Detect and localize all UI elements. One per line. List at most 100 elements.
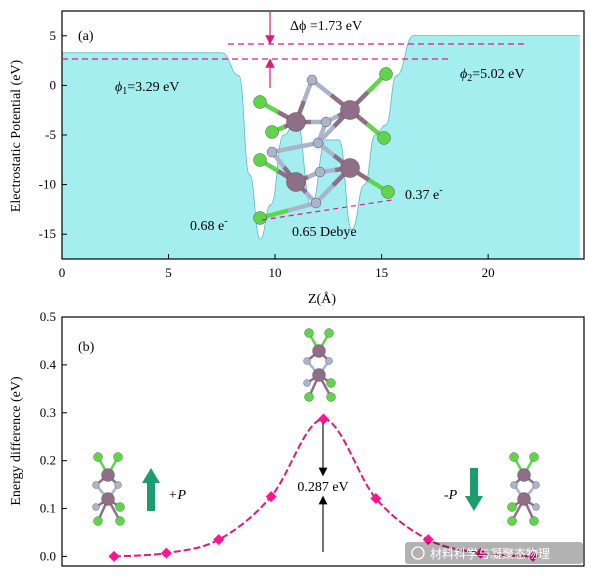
y-tick-label: 5 (50, 28, 57, 43)
panel-b: 0.0 0.1 0.2 0.3 0.4 0.5 (b) 0.287 eV +P -P En… (9, 309, 585, 567)
atom-heavy (340, 100, 360, 120)
energy-marker (213, 534, 225, 546)
dipole-dash-line (261, 199, 393, 221)
energy-marker (318, 413, 329, 425)
atom-light (310, 197, 322, 209)
y-tick-label: 0.1 (40, 501, 56, 516)
atom-halogen (115, 516, 125, 526)
y-tick-label: 0.3 (40, 405, 56, 420)
panel-b-frame (61, 316, 585, 567)
atom-halogen (379, 67, 393, 81)
plus-p-arrow-icon (142, 468, 160, 511)
atom-halogen (93, 452, 103, 462)
panel-b-ylabel: Energy difference (eV) (9, 376, 24, 506)
atom-heavy (101, 492, 115, 506)
molecule-small (303, 328, 336, 402)
y-tick-label: -5 (45, 127, 56, 142)
barrier-label: 0.287 eV (297, 480, 348, 495)
charge-right-label: 0.37 e- (405, 185, 443, 203)
atom-halogen (326, 392, 336, 402)
atom-light (312, 137, 324, 149)
atom-light (303, 379, 311, 387)
atom-halogen (529, 452, 539, 462)
dipole-label: 0.65 Debye (292, 225, 357, 240)
energy-marker (422, 534, 434, 546)
atom-halogen (113, 452, 123, 462)
atom-heavy (101, 468, 115, 482)
atom-light (314, 166, 326, 178)
wechat-icon (411, 546, 425, 560)
atom-halogen (115, 502, 125, 512)
atom-heavy (286, 172, 306, 192)
atom-light (92, 503, 100, 511)
atom-heavy (340, 158, 360, 178)
panel-a-ylabel: Electrostatic Potential (eV) (9, 59, 24, 212)
atom-halogen (304, 392, 314, 402)
watermark: 材料科学与凝聚态物理 (405, 542, 583, 564)
x-tick-label: 0 (59, 265, 66, 280)
atom-halogen (253, 95, 267, 109)
atom-halogen (377, 131, 391, 145)
atom-light (303, 357, 311, 365)
atom-light (320, 116, 332, 128)
atom-halogen (509, 452, 519, 462)
panel-a-xlabel: Z(Å) (308, 291, 336, 307)
energy-marker (475, 547, 487, 559)
panel-a-label: (a) (78, 29, 94, 44)
atom-halogen (253, 153, 267, 167)
atom-halogen (304, 328, 314, 338)
atom-light (266, 146, 278, 158)
molecule-small (507, 452, 540, 526)
x-tick-label: 5 (165, 265, 172, 280)
panel-a: 0 5 10 15 20 5 0 -5 -10 -15 (a) Δϕ =1.73 eV ϕ1=3.… (9, 10, 585, 307)
atom-light (325, 357, 333, 365)
atom-halogen (93, 516, 103, 526)
minus-p-label: -P (444, 488, 458, 503)
molecule-structures-b (92, 328, 540, 526)
atom-light (532, 481, 540, 489)
plus-p-label: +P (168, 488, 186, 503)
panel-b-ticks: 0.0 0.1 0.2 0.3 0.4 0.5 (40, 309, 67, 563)
y-tick-label: -10 (39, 177, 56, 192)
phi1-label: ϕ1=3.29 eV (115, 80, 179, 97)
atom-light (510, 481, 518, 489)
atom-light (532, 503, 540, 511)
atom-heavy (517, 468, 531, 482)
energy-markers (108, 413, 539, 562)
atom-halogen (507, 502, 517, 512)
atom-halogen (253, 211, 267, 225)
x-tick-label: 20 (482, 265, 495, 280)
watermark-text: 材料科学与凝聚态物理 (430, 546, 550, 561)
potential-line (62, 35, 580, 240)
minus-p-arrow-icon (465, 468, 483, 511)
atom-halogen (326, 378, 336, 388)
atom-heavy (517, 492, 531, 506)
energy-marker (527, 550, 539, 562)
potential-area-layer (62, 35, 580, 259)
atom-heavy (286, 112, 306, 132)
atom-light (306, 74, 318, 86)
x-tick-label: 15 (375, 265, 388, 280)
molecule-small (92, 452, 125, 526)
atom-halogen (324, 328, 334, 338)
atom-light (114, 481, 122, 489)
atom-halogen (265, 125, 279, 139)
x-tick-label: 10 (269, 265, 282, 280)
energy-marker (160, 547, 172, 559)
delta-phi-label: Δϕ =1.73 eV (290, 19, 362, 34)
atom-halogen (381, 185, 395, 199)
panel-b-label: (b) (78, 340, 95, 355)
energy-marker (108, 550, 120, 562)
atom-light (92, 481, 100, 489)
panel-a-ticks: 0 5 10 15 20 5 0 -5 -10 -15 (39, 28, 495, 280)
energy-marker (370, 492, 382, 504)
atom-halogen (507, 516, 517, 526)
y-tick-label: 0.4 (40, 357, 57, 372)
y-tick-label: 0.5 (40, 309, 56, 324)
atom-heavy (312, 344, 326, 358)
atom-heavy (312, 368, 326, 382)
molecule-structure-a (253, 67, 395, 225)
phi2-label: ϕ2=5.02 eV (460, 67, 524, 84)
y-tick-label: 0.2 (40, 453, 56, 468)
y-tick-label: -15 (39, 226, 56, 241)
